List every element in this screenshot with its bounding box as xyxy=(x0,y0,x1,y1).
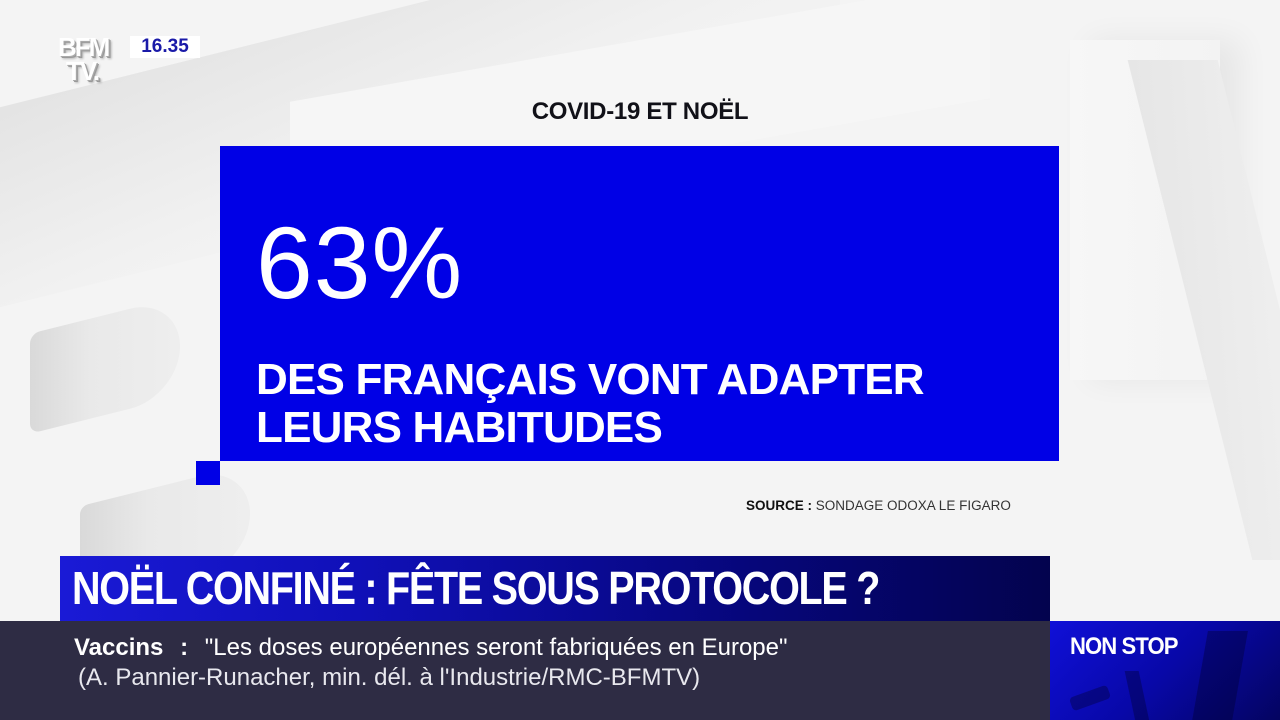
stat-caption: DES FRANÇAIS VONT ADAPTER LEURS HABITUDE… xyxy=(256,355,925,452)
watermark-shape xyxy=(30,296,180,434)
news-ticker: Vaccins : "Les doses européennes seront … xyxy=(0,621,1050,720)
stat-caption-line1: DES FRANÇAIS VONT ADAPTER xyxy=(256,355,925,404)
channel-logo-line2: TV. xyxy=(66,56,100,86)
ticker-line1: Vaccins : "Les doses européennes seront … xyxy=(74,633,788,663)
ticker-separator: : xyxy=(180,634,189,661)
stat-caption-line2: LEURS HABITUDES xyxy=(256,403,663,452)
badge-watermark-shape xyxy=(1192,631,1248,720)
broadcast-clock: 16.35 xyxy=(130,36,200,58)
channel-logo-line1: BFM xyxy=(58,32,110,62)
stat-value: 63% xyxy=(256,206,464,320)
ticker-attribution: (A. Pannier-Runacher, min. dél. à l'Indu… xyxy=(78,664,701,691)
graphic-title: COVID-19 ET NOËL xyxy=(531,98,749,125)
badge-watermark-shape xyxy=(1068,684,1112,712)
badge-watermark-shape xyxy=(1124,671,1150,720)
source-credit: SOURCE : SONDAGE ODOXA LE FIGARO xyxy=(746,498,1011,513)
ticker-quote: "Les doses européennes seront fabriquées… xyxy=(204,634,788,661)
non-stop-badge: NON STOP xyxy=(1050,621,1280,720)
source-value: SONDAGE ODOXA LE FIGARO xyxy=(815,498,1011,513)
channel-logo: BFM TV. xyxy=(58,32,110,86)
headline-text: NOËL CONFINÉ : FÊTE SOUS PROTOCOLE ? xyxy=(72,562,880,614)
non-stop-label: NON STOP xyxy=(1070,633,1178,660)
stat-panel: 63% DES FRANÇAIS VONT ADAPTER LEURS HABI… xyxy=(220,146,1059,461)
decorative-corner-square xyxy=(196,461,220,485)
source-label: SOURCE : xyxy=(746,498,813,513)
headline-bar: NOËL CONFINÉ : FÊTE SOUS PROTOCOLE ? xyxy=(60,556,1050,621)
ticker-topic: Vaccins xyxy=(74,634,164,661)
